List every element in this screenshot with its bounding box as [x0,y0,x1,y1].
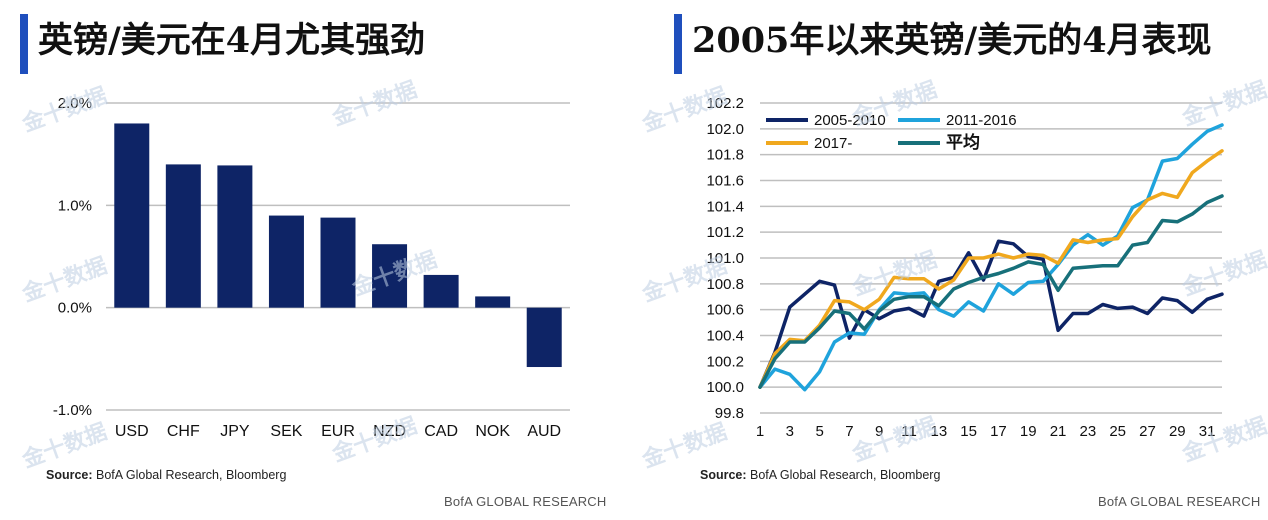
y-tick-label: 100.2 [706,353,744,370]
bar [423,274,459,308]
x-tick-label: 21 [1050,423,1067,440]
x-tick-label: 25 [1109,423,1126,440]
bar [165,164,201,308]
y-tick-label: 99.8 [715,405,744,422]
x-tick-label: 13 [930,423,947,440]
x-tick-label: NZD [373,423,406,440]
bar [372,244,408,308]
y-tick-label: 102.0 [706,121,744,138]
y-tick-label: 101.8 [706,147,744,164]
source-note: Source: BofA Global Research, Bloomberg [700,468,940,482]
series-line [758,149,1224,389]
y-tick-label: 100.8 [706,276,744,293]
x-tick-label: 19 [1020,423,1037,440]
bar [475,296,511,308]
footer-brand: BofA GLOBAL RESEARCH [444,494,607,509]
title-accent-bar [674,14,682,74]
series-line [758,194,1224,389]
x-tick-label: AUD [527,423,561,440]
bar [526,307,562,368]
source-label: Source: [700,468,747,482]
x-tick-label: 1 [756,423,764,440]
footer-brand: BofA GLOBAL RESEARCH [1098,494,1261,509]
bar-chart-panel: 英镑/美元在4月尤其强劲 2.0% 1.0% 0.0% -1.0% USD CHF JPY S… [0,0,606,520]
x-tick-label: NOK [475,423,510,440]
source-text: BofA Global Research, Bloomberg [92,468,287,482]
y-tick-label: 102.2 [706,95,744,112]
y-tick-label: 100.4 [706,328,744,345]
x-tick-label: 15 [960,423,977,440]
source-text: BofA Global Research, Bloomberg [746,468,941,482]
chart-title: 2005年以来英镑/美元的4月表现 [692,20,1212,61]
y-tick-label: -1.0% [53,402,92,419]
x-tick-label: 23 [1080,423,1097,440]
legend-label: 2005-2010 [814,112,886,129]
x-tick-label: EUR [321,423,355,440]
x-tick-label: USD [115,423,149,440]
y-tick-label: 1.0% [58,197,92,214]
x-tick-label: 7 [845,423,853,440]
x-tick-label: CHF [167,423,200,440]
x-tick-label: CAD [424,423,458,440]
title-accent-bar [20,14,28,74]
legend-label: 2011-2016 [946,112,1017,129]
x-tick-label: 9 [875,423,883,440]
y-tick-label: 101.6 [706,173,744,190]
bar [114,123,150,308]
line-chart: 102.2 102.0 101.8 101.6 101.4 101.2 101.0 100.8… [706,95,1224,440]
chart-title: 英镑/美元在4月尤其强劲 [38,20,426,61]
bar [268,215,304,308]
y-tick-label: 0.0% [58,300,92,317]
y-tick-label: 100.0 [706,379,744,396]
x-tick-label: 17 [990,423,1007,440]
bar-chart: 2.0% 1.0% 0.0% -1.0% USD CHF JPY SEK EUR NZD CAD NO… [53,95,570,440]
x-tick-label: 27 [1139,423,1156,440]
series-line [758,239,1224,389]
x-tick-label: JPY [220,423,250,440]
x-tick-label: SEK [270,423,302,440]
source-note: Source: BofA Global Research, Bloomberg [46,468,286,482]
y-tick-label: 100.6 [706,302,744,319]
x-tick-label: 3 [786,423,794,440]
bar [320,217,356,308]
y-tick-label: 2.0% [58,95,92,112]
x-tick-label: 29 [1169,423,1186,440]
legend-label: 2017- [814,135,852,152]
line-chart-panel: 2005年以来英镑/美元的4月表现 102.2 102.0 101.8 101.6 10… [650,0,1268,520]
x-tick-label: 11 [901,423,917,440]
x-tick-label: 5 [815,423,823,440]
legend-label: 平均 [946,132,980,153]
y-tick-label: 101.0 [706,250,744,267]
source-label: Source: [46,468,93,482]
bar [217,165,253,308]
x-tick-label: 31 [1199,423,1216,440]
y-tick-label: 101.2 [706,224,744,241]
y-tick-label: 101.4 [706,198,744,215]
